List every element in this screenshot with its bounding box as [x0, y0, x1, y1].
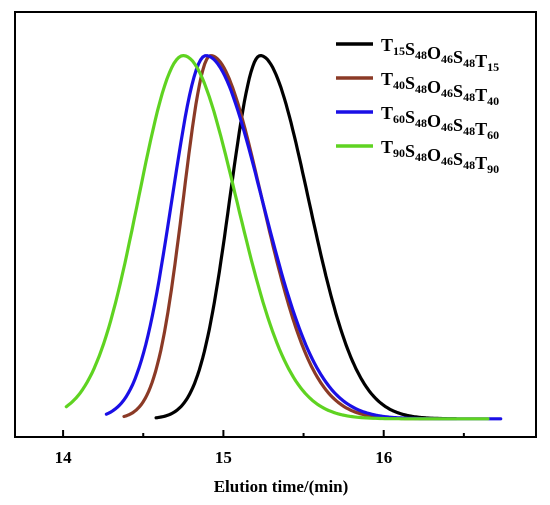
x-tick-label: 14 — [55, 448, 73, 467]
x-tick-label: 16 — [375, 448, 392, 467]
x-ticks: 14 15 16 — [55, 430, 465, 467]
series-line-1 — [154, 53, 458, 421]
legend-label-4: T90S48O46S48T90 — [381, 137, 499, 176]
x-axis-title: Elution time/(min) — [214, 477, 349, 496]
x-tick-label: 15 — [215, 448, 232, 467]
plot-frame — [14, 11, 537, 438]
series-line-3 — [104, 54, 503, 421]
series-line-4 — [64, 53, 490, 421]
series-layer — [64, 53, 503, 421]
legend-label-1: T15S48O46S48T15 — [381, 35, 499, 74]
legend-label-2: T40S48O46S48T40 — [381, 69, 499, 108]
plot-border — [14, 11, 537, 438]
legend: T15S48O46S48T15T40S48O46S48T40T60S48O46S… — [336, 35, 499, 176]
legend-label-3: T60S48O46S48T60 — [381, 103, 499, 142]
